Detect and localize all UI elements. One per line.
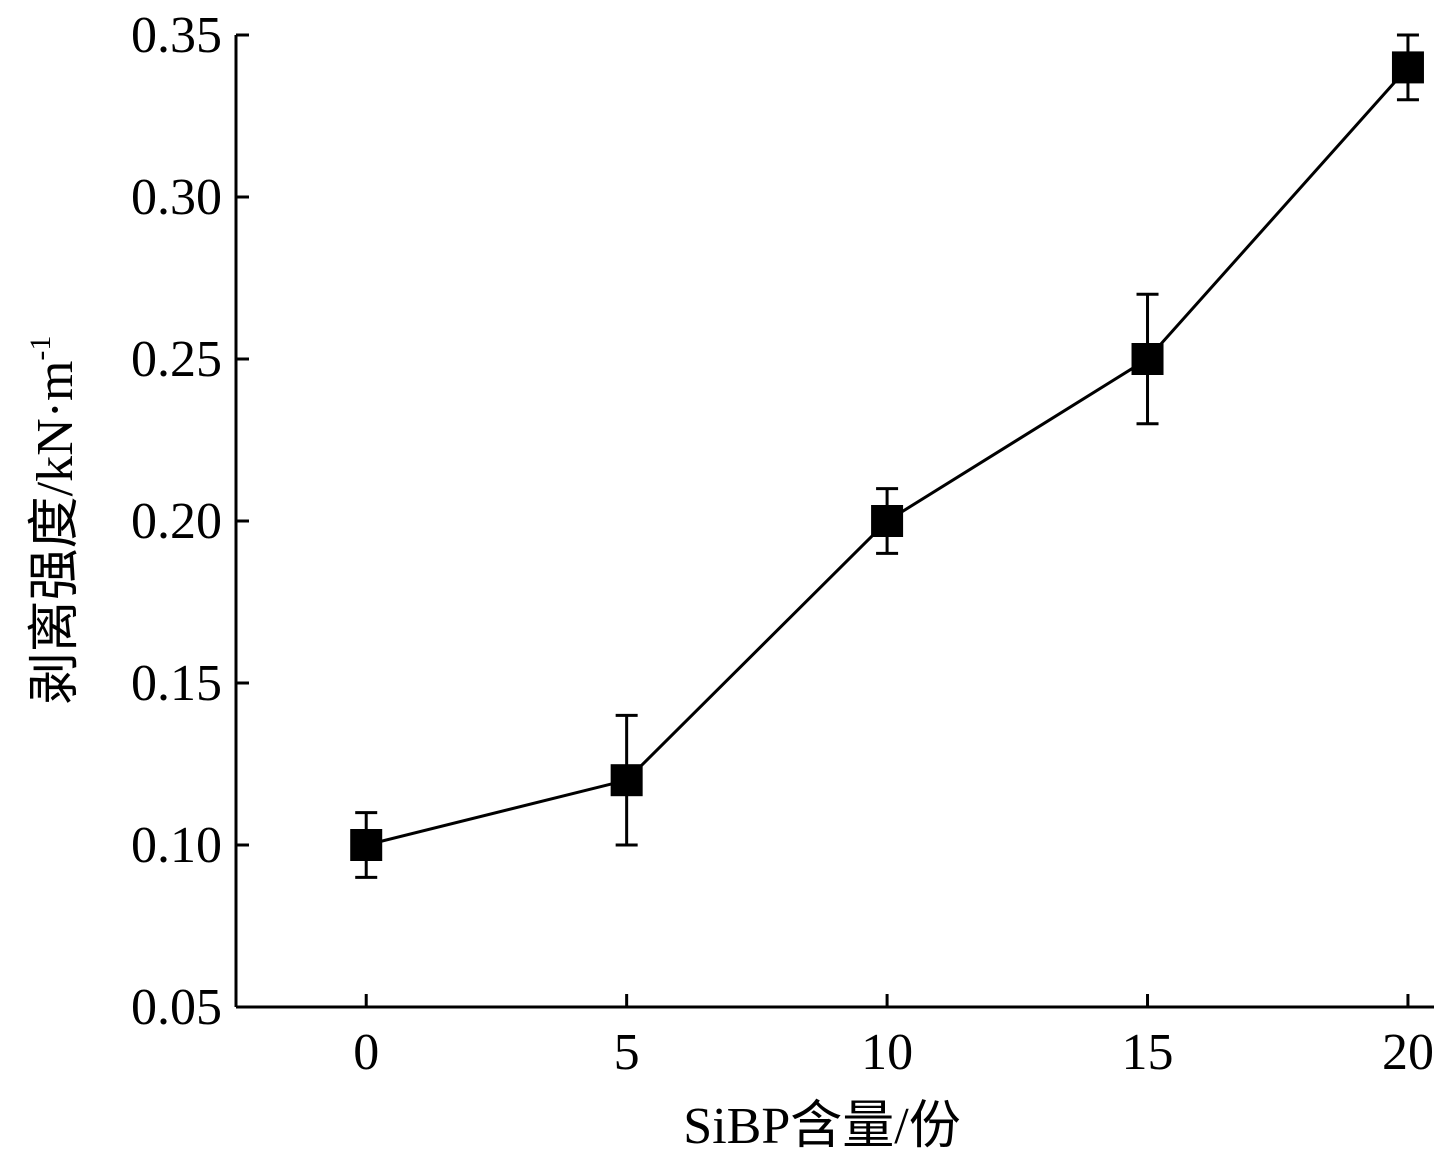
data-point-square [1131,343,1164,375]
x-tick-label: 0 [353,1024,379,1081]
y-tick-label: 0.05 [131,979,222,1036]
series-layer [350,33,1424,879]
y-tick-label: 0.20 [131,493,222,550]
data-point-square [1391,51,1424,84]
axes [234,35,1434,1009]
y-tick-label: 0.10 [131,817,222,874]
y-axis-label-superscript: -1 [24,336,57,361]
y-tick-label: 0.35 [131,7,222,64]
y-axis-label: 剥离强度/kN·m-1 [24,336,84,705]
x-tick-label: 10 [861,1024,913,1081]
data-point-square [871,505,904,537]
x-tick-label: 15 [1122,1024,1174,1081]
y-tick-label: 0.15 [131,655,222,712]
x-tick-label: 20 [1382,1024,1434,1081]
data-point-square [610,764,643,797]
x-axis-label: SiBP含量/份 [683,1098,960,1155]
x-tick-label: 5 [614,1024,640,1081]
y-tick-label: 0.30 [131,169,222,226]
ticks: 0.05 0.10 0.15 0.20 0.25 0.30 0.35 0 5 10 15 20 [131,7,1434,1081]
series-line [365,66,1410,847]
data-point-square [350,829,383,861]
y-axis-label-main: 剥离强度/kN·m [27,361,84,705]
y-tick-label: 0.25 [131,331,222,388]
